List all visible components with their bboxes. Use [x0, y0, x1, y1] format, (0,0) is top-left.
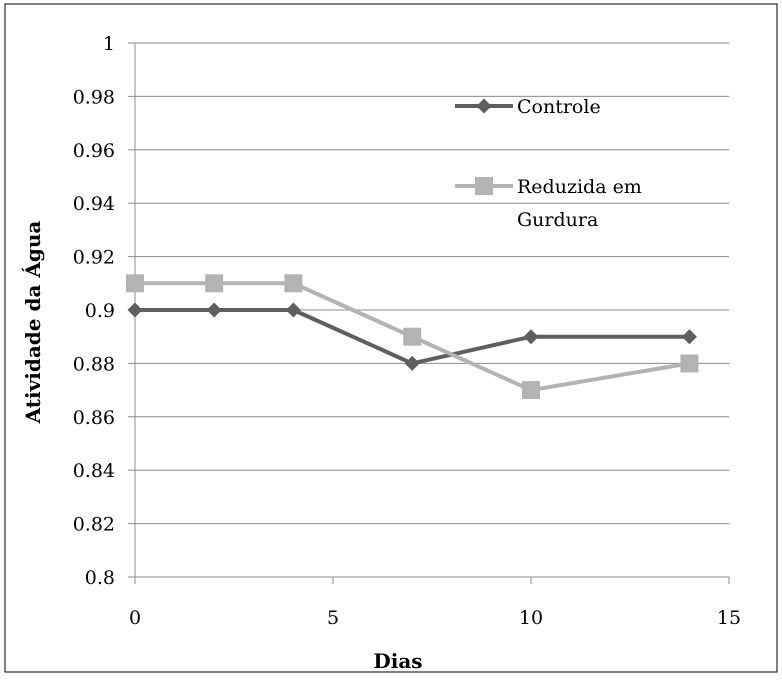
x-tick-label: 15 — [717, 607, 741, 629]
data-point-2 — [403, 327, 422, 346]
data-point-2 — [284, 274, 303, 293]
y-tick-label: 0.82 — [73, 514, 115, 536]
y-tick-label: 0.98 — [73, 86, 115, 108]
data-point-1 — [285, 302, 301, 318]
data-point-2 — [522, 381, 540, 400]
data-point-1 — [523, 329, 539, 345]
data-point-2 — [680, 354, 699, 373]
series — [126, 274, 699, 400]
x-tick-label: 0 — [129, 607, 141, 629]
data-point-1 — [206, 302, 222, 318]
data-point-2 — [126, 274, 144, 293]
y-tick-label: 0.86 — [73, 407, 115, 429]
y-tick-label: 0.8 — [85, 567, 115, 589]
x-axis-title: Dias — [373, 649, 422, 673]
legend-label: Gurdura — [517, 209, 598, 231]
data-point-1 — [127, 302, 143, 318]
y-axis-title: Atividade da Água — [21, 221, 45, 425]
legend-label: Controle — [517, 96, 601, 118]
x-tick-label: 5 — [327, 607, 339, 629]
legend: Controle Reduzida em Gurdura — [455, 96, 642, 231]
legend-marker-1 — [476, 98, 492, 114]
data-point-1 — [404, 355, 420, 371]
series-line-2 — [135, 281, 690, 393]
x-tick-label: 10 — [519, 607, 543, 629]
legend-label: Reduzida em — [517, 176, 642, 198]
y-tick-label: 0.88 — [73, 353, 115, 375]
data-point-2 — [205, 274, 224, 293]
y-tick-label: 1 — [103, 33, 115, 55]
axes: 0.80.820.840.860.880.90.920.940.960.9810… — [73, 33, 741, 629]
y-tick-label: 0.92 — [73, 247, 115, 269]
legend-marker-2 — [475, 177, 493, 195]
y-tick-label: 0.84 — [73, 460, 115, 482]
y-tick-label: 0.94 — [73, 193, 115, 215]
y-tick-label: 0.9 — [85, 300, 115, 322]
data-point-1 — [681, 329, 697, 345]
chart-frame — [4, 3, 778, 673]
series-line-1 — [135, 308, 690, 366]
y-tick-label: 0.96 — [73, 140, 115, 162]
